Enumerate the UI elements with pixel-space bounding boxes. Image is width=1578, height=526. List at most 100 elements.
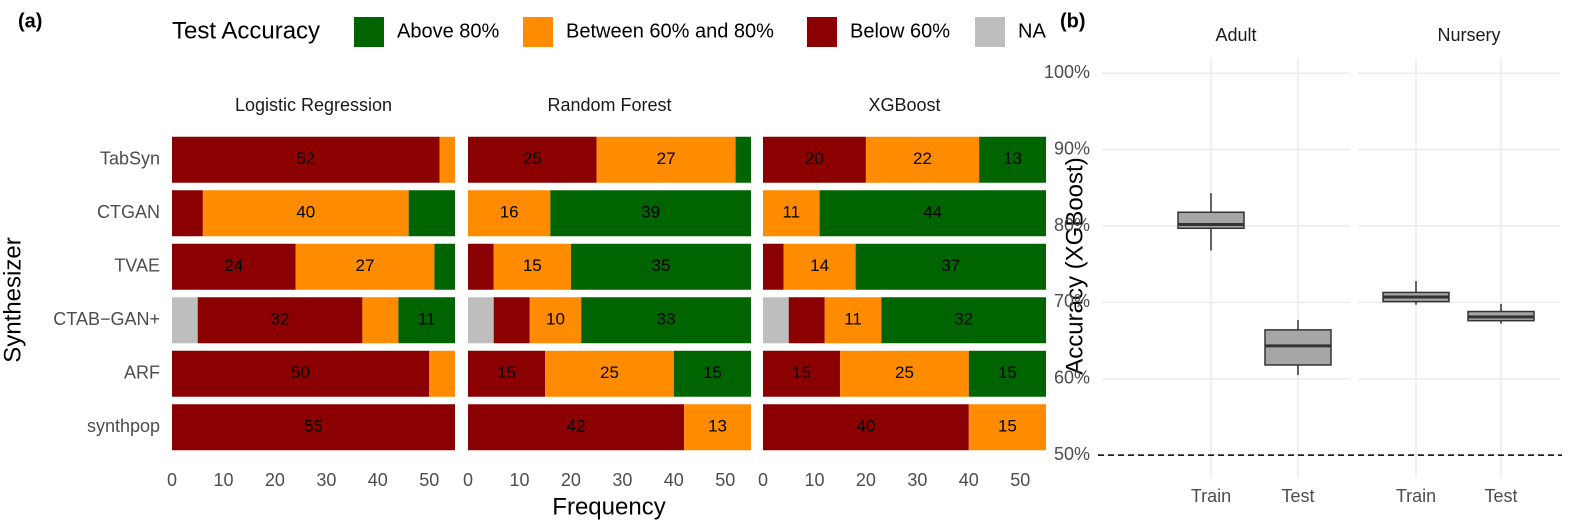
y-tick-label: synthpop (87, 416, 160, 436)
x-axis-title: Frequency (552, 493, 665, 520)
data-label: 11 (418, 310, 436, 329)
legend-label: Below 60% (850, 20, 950, 42)
data-label: 52 (296, 149, 315, 168)
x-tick-label: 50 (419, 470, 439, 490)
bar-segment (855, 243, 1046, 290)
y-tick-label: 70% (1054, 291, 1090, 311)
box (1264, 329, 1332, 366)
bar-segment (468, 136, 597, 183)
panel-label: (b) (1060, 10, 1086, 32)
bar-segment (434, 243, 455, 290)
bar-segment (763, 297, 789, 344)
bar-segment (172, 190, 203, 237)
data-label: 15 (523, 256, 542, 275)
bar-segment (763, 404, 969, 451)
x-tick-label: Test (1484, 486, 1517, 506)
facet-title: Logistic Regression (235, 95, 392, 115)
legend-swatch (523, 17, 553, 47)
data-label: 40 (856, 417, 875, 436)
bar-segment (468, 243, 494, 290)
bar-segment (202, 190, 409, 237)
bar-segment (468, 350, 546, 397)
bar-segment (788, 297, 825, 344)
legend-swatch (975, 17, 1005, 47)
data-label: 11 (844, 310, 862, 329)
bar-segment (968, 404, 1046, 451)
legend-label: Above 80% (397, 20, 500, 42)
bar-segment (763, 190, 820, 237)
bar-segment (735, 136, 751, 183)
bar-segment (763, 350, 841, 397)
x-tick-label: 0 (167, 470, 177, 490)
x-tick-label: 0 (463, 470, 473, 490)
legend-label: NA (1018, 20, 1046, 42)
bar-segment (673, 350, 751, 397)
x-tick-label: 30 (612, 470, 632, 490)
bar-segment (840, 350, 969, 397)
bar-segment (824, 297, 882, 344)
data-label: 13 (1003, 149, 1022, 168)
data-label: 15 (703, 363, 722, 382)
x-tick-label: 0 (758, 470, 768, 490)
y-tick-label: 50% (1054, 444, 1090, 464)
data-label: 25 (895, 363, 914, 382)
x-tick-label: 30 (907, 470, 927, 490)
x-tick-label: 30 (316, 470, 336, 490)
data-label: 15 (792, 363, 811, 382)
bar-segment (968, 350, 1046, 397)
data-label: 15 (497, 363, 516, 382)
x-tick-label: 10 (804, 470, 824, 490)
x-tick-label: Test (1281, 486, 1314, 506)
data-label: 25 (523, 149, 542, 168)
y-tick-label: 90% (1054, 138, 1090, 158)
bar-segment (197, 297, 363, 344)
bar-segment (684, 404, 751, 451)
bar-segment (398, 297, 455, 344)
bar-segment (172, 404, 455, 451)
bar-segment (493, 297, 530, 344)
data-label: 42 (567, 417, 586, 436)
data-label: 33 (657, 310, 676, 329)
bar-segment (979, 136, 1046, 183)
bar-segment (172, 243, 296, 290)
legend-swatch (354, 17, 384, 47)
data-label: 25 (600, 363, 619, 382)
data-label: 32 (271, 310, 290, 329)
data-label: 16 (500, 203, 519, 222)
data-label: 44 (923, 203, 942, 222)
data-label: 37 (941, 256, 960, 275)
bar-segment (172, 297, 198, 344)
bar-segment (881, 297, 1046, 344)
facet-title: XGBoost (868, 95, 940, 115)
bar-segment (763, 136, 866, 183)
bar-segment (581, 297, 751, 344)
facet-title: Nursery (1437, 25, 1500, 45)
bar-segment (468, 190, 551, 237)
legend-title: Test Accuracy (172, 17, 320, 44)
x-tick-label: 40 (664, 470, 684, 490)
bar-segment (545, 350, 674, 397)
x-tick-label: 20 (265, 470, 285, 490)
x-tick-label: 20 (856, 470, 876, 490)
legend-swatch (807, 17, 837, 47)
panel-label: (a) (18, 10, 42, 32)
bar-segment (295, 243, 435, 290)
bar-segment (408, 190, 455, 237)
bar-segment (550, 190, 751, 237)
data-label: 35 (651, 256, 670, 275)
x-tick-label: 40 (959, 470, 979, 490)
data-label: 15 (998, 363, 1017, 382)
bar-segment (468, 404, 685, 451)
bar-segment (362, 297, 399, 344)
data-label: 40 (296, 203, 315, 222)
bar-segment (172, 350, 430, 397)
bar-segment (429, 350, 455, 397)
y-axis-title: Synthesizer (0, 237, 26, 362)
y-axis-title: Accuracy (XGBoost) (1061, 157, 1088, 374)
data-label: 11 (782, 203, 800, 222)
bar-segment (763, 243, 784, 290)
x-tick-label: 20 (561, 470, 581, 490)
data-label: 15 (998, 417, 1017, 436)
y-tick-label: 100% (1044, 62, 1090, 82)
